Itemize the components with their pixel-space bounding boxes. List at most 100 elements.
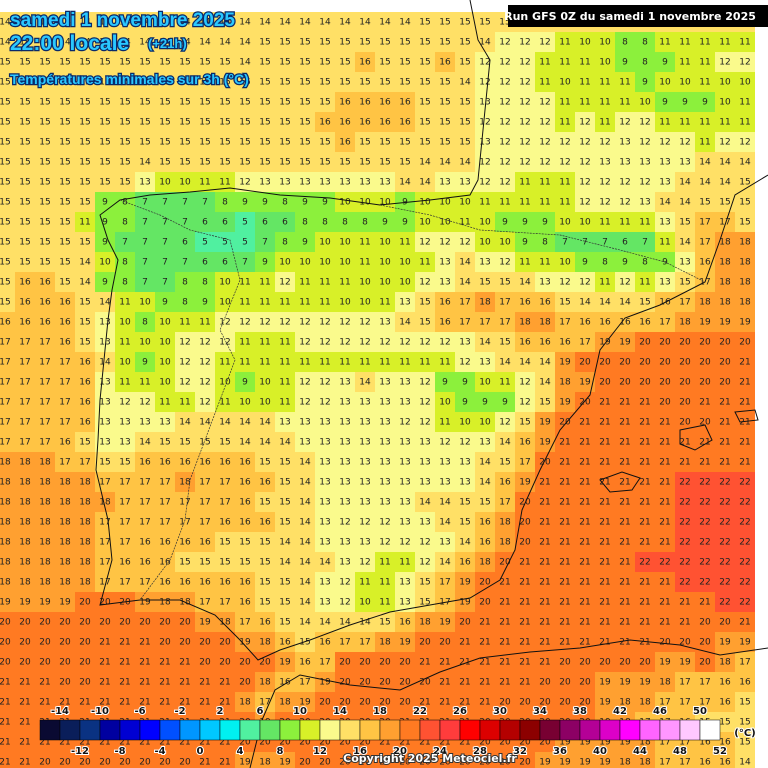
temperature-value: 21 xyxy=(579,458,590,468)
temperature-value: 20 xyxy=(659,378,671,388)
temperature-cell xyxy=(275,212,295,232)
temperature-value: 15 xyxy=(99,138,110,148)
temperature-value: 18 xyxy=(739,258,751,268)
temperature-value: 17 xyxy=(59,418,70,428)
temperature-value: 12 xyxy=(599,198,610,208)
temperature-value: 22 xyxy=(679,558,690,568)
temperature-value: 20 xyxy=(179,618,191,628)
temperature-value: 9 xyxy=(102,198,108,208)
temperature-value: 14 xyxy=(619,298,631,308)
temperature-value: 11 xyxy=(379,578,390,588)
temperature-value: 10 xyxy=(339,258,351,268)
temperature-cell xyxy=(635,112,655,132)
temperature-cell xyxy=(615,32,635,52)
temperature-cell xyxy=(415,212,435,232)
temperature-cell xyxy=(615,72,635,92)
temperature-cell xyxy=(335,32,355,52)
temperature-value: 14 xyxy=(239,418,251,428)
colorbar-box xyxy=(219,719,241,741)
temperature-value: 21 xyxy=(539,598,550,608)
temperature-cell xyxy=(535,132,555,152)
temperature-cell xyxy=(75,152,95,172)
colorbar-box xyxy=(339,719,361,741)
temperature-cell xyxy=(115,172,135,192)
temperature-cell xyxy=(575,172,595,192)
temperature-value: 9 xyxy=(662,258,668,268)
temperature-value: 5 xyxy=(202,238,208,248)
temperature-value: 6 xyxy=(622,238,628,248)
temperature-value: 21 xyxy=(659,538,670,548)
temperature-cell xyxy=(135,12,155,32)
temperature-value: 21 xyxy=(639,538,650,548)
temperature-value: 15 xyxy=(739,738,750,748)
temperature-value: 8 xyxy=(222,198,228,208)
temperature-value: 12 xyxy=(339,518,350,528)
temperature-cell xyxy=(255,152,275,172)
temperature-value: 17 xyxy=(119,538,130,548)
temperature-value: 15 xyxy=(419,318,430,328)
temperature-value: 11 xyxy=(259,298,270,308)
temperature-value: 10 xyxy=(259,398,271,408)
temperature-value: 21 xyxy=(619,498,630,508)
temperature-value: 11 xyxy=(319,298,330,308)
temperature-value: 17 xyxy=(39,418,50,428)
colorbar-box xyxy=(359,719,381,741)
temperature-cell xyxy=(455,32,475,52)
temperature-value: 20 xyxy=(619,658,631,668)
temperature-value: 14 xyxy=(139,438,151,448)
temperature-value: 15 xyxy=(459,18,470,28)
temperature-cell xyxy=(595,52,615,72)
temperature-value: 15 xyxy=(79,178,90,188)
temperature-cell xyxy=(695,152,715,172)
temperature-value: 20 xyxy=(579,658,591,668)
temperature-cell xyxy=(675,212,695,232)
temperature-value: 11 xyxy=(559,98,570,108)
temperature-value: 19 xyxy=(739,638,751,648)
temperature-value: 21 xyxy=(659,518,670,528)
temperature-value: 11 xyxy=(659,118,670,128)
temperature-value: 10 xyxy=(119,318,131,328)
temperature-cell xyxy=(455,112,475,132)
temperature-value: 16 xyxy=(199,578,211,588)
temperature-value: 21 xyxy=(699,398,710,408)
temperature-value: 21 xyxy=(639,438,650,448)
temperature-value: 21 xyxy=(719,398,730,408)
temperature-cell xyxy=(595,112,615,132)
temperature-value: 12 xyxy=(319,318,330,328)
temperature-value: 14 xyxy=(539,358,551,368)
temperature-cell xyxy=(735,192,755,212)
temperature-cell xyxy=(415,172,435,192)
temperature-cell xyxy=(535,212,555,232)
temperature-value: 14 xyxy=(139,158,151,168)
temperature-value: 15 xyxy=(39,118,50,128)
temperature-cell xyxy=(75,192,95,212)
temperature-value: 15 xyxy=(119,118,130,128)
temperature-value: 15 xyxy=(359,38,370,48)
temperature-value: 17 xyxy=(19,438,30,448)
temperature-cell xyxy=(715,172,735,192)
temperature-value: 18 xyxy=(659,678,671,688)
temperature-value: 20 xyxy=(439,638,451,648)
temperature-value: 13 xyxy=(399,478,410,488)
temperature-cell xyxy=(495,132,515,152)
temperature-cell xyxy=(735,152,755,172)
colorbar-tick-label: -8 xyxy=(114,746,125,757)
temperature-value: 20 xyxy=(719,618,731,628)
temperature-value: 15 xyxy=(59,238,70,248)
temperature-value: 19 xyxy=(579,378,591,388)
temperature-value: 12 xyxy=(539,138,550,148)
temperature-value: 5 xyxy=(242,218,248,228)
temperature-value: 20 xyxy=(599,358,611,368)
temperature-cell xyxy=(675,132,695,152)
temperature-value: 11 xyxy=(699,118,710,128)
temperature-value: 15 xyxy=(239,558,250,568)
temperature-cell xyxy=(615,132,635,152)
temperature-cell xyxy=(235,192,255,212)
temperature-value: 16 xyxy=(59,338,71,348)
temperature-value: 19 xyxy=(39,598,51,608)
temperature-value: 17 xyxy=(299,678,310,688)
temperature-value: 12 xyxy=(199,378,210,388)
temperature-value: 12 xyxy=(479,118,490,128)
temperature-value: 15 xyxy=(259,538,270,548)
temperature-value: 13 xyxy=(439,278,450,288)
